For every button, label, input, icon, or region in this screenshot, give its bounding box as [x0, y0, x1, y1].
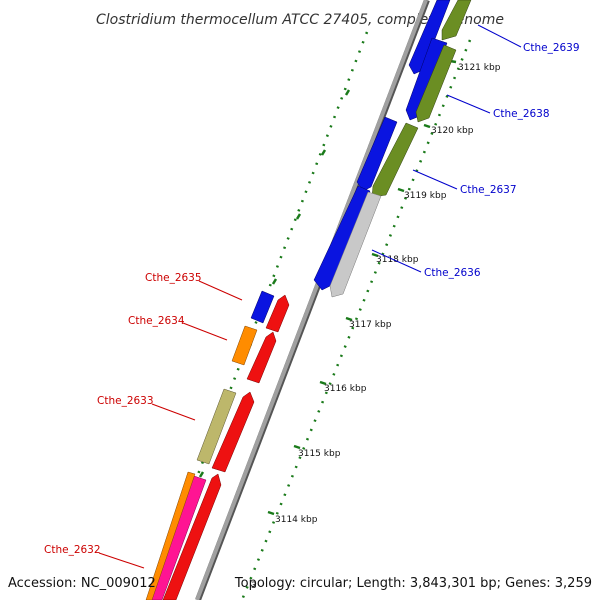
gene-arrow-khaki[interactable]	[196, 388, 237, 465]
gene-arrow-red[interactable]	[211, 391, 255, 473]
gene-label-reverse[interactable]: Cthe_2635	[145, 272, 202, 284]
gene-label-forward[interactable]: Cthe_2638	[493, 108, 550, 120]
gene-arrow-grey[interactable]	[329, 191, 382, 298]
topology-text: Topology: circular; Length: 3,843,301 bp…	[234, 576, 592, 591]
inner-ruler-dots	[240, 39, 472, 600]
gene-arrow-blue[interactable]	[250, 290, 275, 324]
ruler-label: 3118 kbp	[376, 255, 419, 265]
map-title: Clostridium thermocellum ATCC 27405, com…	[96, 12, 504, 28]
ruler-label: 3119 kbp	[404, 191, 447, 201]
gene-arrow-orange[interactable]	[231, 325, 258, 366]
gene-label-forward[interactable]: Cthe_2637	[460, 184, 517, 196]
gene-arrow-red[interactable]	[246, 331, 277, 384]
ruler-label: 3114 kbp	[275, 515, 318, 525]
ruler-label: 3120 kbp	[431, 126, 474, 136]
gene-arrow-red[interactable]	[265, 294, 290, 333]
gene-label-forward[interactable]: Cthe_2636	[424, 267, 481, 279]
gene-arrow-blue[interactable]	[313, 185, 371, 291]
backbone	[195, 0, 428, 600]
gene-arrow-blue[interactable]	[405, 37, 448, 121]
ruler-label: 3115 kbp	[298, 449, 341, 459]
ruler-label: 3117 kbp	[349, 320, 392, 330]
gene-label-reverse[interactable]: Cthe_2633	[97, 395, 154, 407]
ruler-label: 3116 kbp	[324, 384, 367, 394]
reverse-label-leaders	[98, 280, 243, 569]
gene-arrow-olive[interactable]	[441, 0, 472, 41]
forward-label-leaders	[371, 24, 522, 273]
inner-ruler-ticks	[267, 59, 457, 516]
outer-ruler-dots	[148, 31, 369, 600]
partial-ruler-label: 3	[251, 581, 257, 591]
gene-label-reverse[interactable]: Cthe_2634	[128, 315, 185, 327]
gene-arrow-orange[interactable]	[145, 471, 196, 600]
gene-label-reverse[interactable]: Cthe_2632	[44, 544, 101, 556]
accession-text: Accession: NC_009012	[8, 576, 156, 591]
gene-arrow-red[interactable]	[162, 473, 222, 600]
gene-arrow-blue[interactable]	[408, 0, 451, 75]
ruler-label: 3121 kbp	[458, 63, 501, 73]
gene-arrow-blue[interactable]	[356, 116, 398, 192]
gene-label-forward[interactable]: Cthe_2639	[523, 42, 580, 54]
gene-arrow-olive[interactable]	[415, 44, 457, 123]
